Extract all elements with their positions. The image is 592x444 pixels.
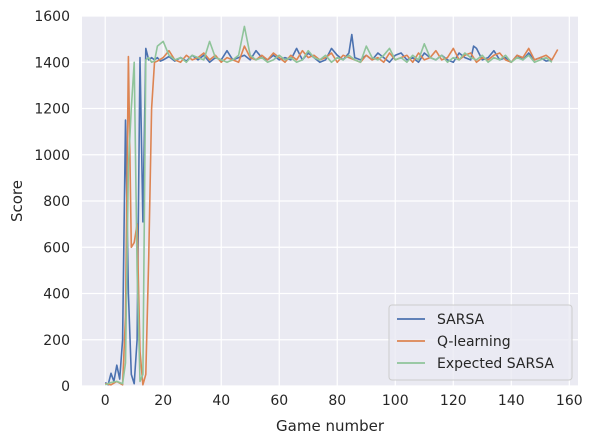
x-tick-label: 120 (440, 393, 467, 409)
series-line-2 (104, 25, 553, 386)
series-lines (104, 25, 559, 386)
y-tick-label: 800 (43, 194, 70, 210)
x-tick-label: 100 (382, 393, 409, 409)
y-tick-label: 0 (61, 379, 70, 395)
legend-label: Expected SARSA (437, 356, 554, 372)
y-tick-label: 1600 (34, 9, 70, 25)
x-tick-label: 80 (328, 393, 346, 409)
x-tick-label: 0 (101, 393, 110, 409)
series-line-1 (105, 45, 559, 386)
legend-label: SARSA (437, 312, 485, 328)
y-axis-label: Score (8, 180, 26, 222)
legend-box (388, 304, 573, 381)
y-tick-label: 600 (43, 240, 70, 256)
legend: SARSA Q-learning Expected SARSA (388, 304, 573, 381)
y-tick-label: 1400 (34, 55, 70, 71)
y-tick-label: 1000 (34, 148, 70, 164)
x-tick-label: 140 (498, 393, 525, 409)
legend-label: Q-learning (437, 334, 511, 350)
y-tick-label: 400 (43, 287, 70, 303)
x-tick-label: 20 (154, 393, 172, 409)
y-tick-label: 1200 (34, 102, 70, 118)
x-tick-label: 40 (212, 393, 230, 409)
x-tick-label: 160 (556, 393, 583, 409)
y-tick-label: 200 (43, 333, 70, 349)
y-tick-labels: 0 200 400 600 800 1000 1200 1400 1600 (34, 9, 70, 395)
x-tick-labels: 0 20 40 60 80 100 120 140 160 (101, 393, 583, 409)
x-axis-label: Game number (276, 417, 385, 435)
x-tick-label: 60 (270, 393, 288, 409)
